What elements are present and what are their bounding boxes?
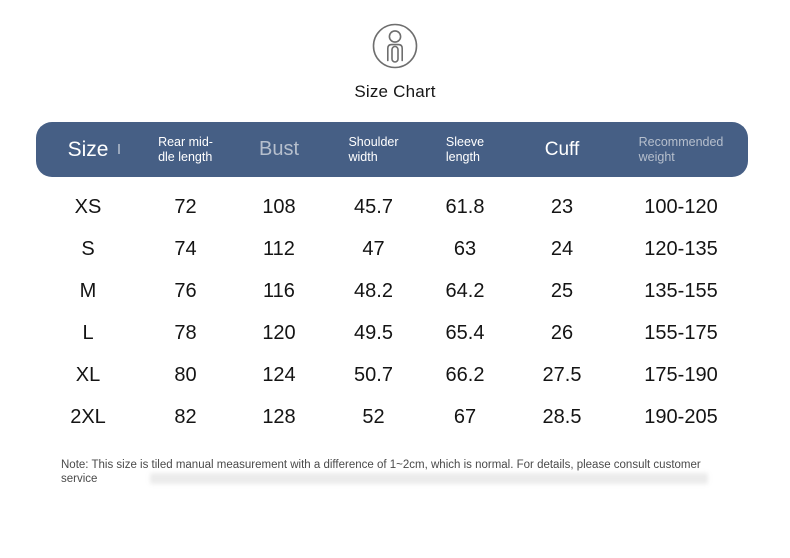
table-body: XS 72 108 45.7 61.8 23 100-120 S 74 112 47 63 24 120-…: [36, 186, 748, 438]
column-header-cuff: Cuff: [510, 139, 614, 161]
measurement-note: Note: This size is tiled manual measurem…: [61, 459, 701, 485]
table-cell: 65.4: [445, 321, 485, 344]
table-cell: 120: [262, 321, 296, 344]
table-cell: M: [79, 279, 97, 302]
table-row: XL 80 124 50.7 66.2 27.5 175-190: [36, 354, 748, 396]
column-header-sleeve-length: Sleeve length: [420, 135, 510, 165]
table-cell: 66.2: [445, 363, 485, 386]
table-cell: 52: [362, 405, 385, 428]
header-tick-artifact: [118, 144, 120, 154]
column-header-recommended-weight: Recommended weight: [614, 135, 748, 165]
table-cell: 82: [174, 405, 197, 428]
column-header-rear-middle-length: Rear mid-dle length: [140, 135, 231, 165]
table-cell: 120-135: [644, 237, 718, 260]
table-row: M 76 116 48.2 64.2 25 135-155: [36, 270, 748, 312]
table-cell: 48.2: [354, 279, 393, 302]
column-header-bust: Bust: [231, 138, 327, 161]
table-cell: 190-205: [644, 405, 718, 428]
table-cell: XL: [75, 363, 101, 386]
brand-header: Size Chart: [0, 22, 790, 102]
table-cell: 80: [174, 363, 197, 386]
table-cell: 175-190: [644, 363, 718, 386]
table-cell: 100-120: [644, 195, 718, 218]
table-cell: 155-175: [644, 321, 718, 344]
table-row: 2XL 82 128 52 67 28.5 190-205: [36, 396, 748, 438]
faded-text-artifact: [150, 473, 708, 484]
table-cell: XS: [74, 195, 102, 218]
table-row: L 78 120 49.5 65.4 26 155-175: [36, 312, 748, 354]
table-cell: 26: [550, 321, 574, 344]
table-header-row: Size Rear mid-dle length Bust Shoulder width…: [36, 122, 748, 177]
table-cell: 76: [174, 279, 197, 302]
table-cell: 72: [174, 195, 197, 218]
person-figure-icon: [372, 23, 418, 69]
table-cell: 124: [262, 363, 296, 386]
page-title: Size Chart: [354, 82, 436, 101]
table-cell: 128: [262, 405, 296, 428]
table-cell: 78: [174, 321, 197, 344]
column-header-size: Size: [36, 138, 140, 162]
table-cell: 23: [550, 195, 574, 218]
table-cell: 63: [453, 237, 477, 260]
table-cell: 67: [453, 405, 477, 428]
table-cell: L: [82, 321, 94, 344]
column-header-label: Cuff: [544, 138, 580, 160]
column-header-label: Size: [67, 137, 109, 161]
table-cell: 47: [362, 237, 385, 260]
table-cell: 135-155: [644, 279, 718, 302]
column-header-label: Sleeve length: [445, 134, 485, 164]
table-cell: 112: [263, 237, 295, 260]
table-cell: 28.5: [542, 405, 582, 428]
column-header-label: Bust: [258, 138, 300, 160]
table-cell: 74: [174, 237, 197, 260]
column-header-label: Recommended weight: [638, 134, 724, 164]
table-cell: 27.5: [542, 363, 582, 386]
table-cell: 24: [550, 237, 574, 260]
table-cell: 116: [263, 279, 295, 302]
column-header-shoulder-width: Shoulder width: [327, 135, 420, 165]
table-cell: 45.7: [354, 195, 393, 218]
table-cell: 25: [550, 279, 574, 302]
table-cell: 64.2: [445, 279, 485, 302]
size-chart-table: Size Rear mid-dle length Bust Shoulder width…: [36, 122, 748, 438]
table-cell: 108: [262, 195, 296, 218]
table-row: XS 72 108 45.7 61.8 23 100-120: [36, 186, 748, 228]
table-cell: 50.7: [354, 363, 393, 386]
column-header-label: Rear mid-dle length: [158, 134, 213, 164]
table-cell: S: [81, 237, 95, 260]
column-header-label: Shoulder width: [348, 134, 399, 164]
table-cell: 2XL: [70, 405, 106, 428]
table-cell: 61.8: [445, 195, 485, 218]
table-cell: 49.5: [354, 321, 393, 344]
table-row: S 74 112 47 63 24 120-135: [36, 228, 748, 270]
